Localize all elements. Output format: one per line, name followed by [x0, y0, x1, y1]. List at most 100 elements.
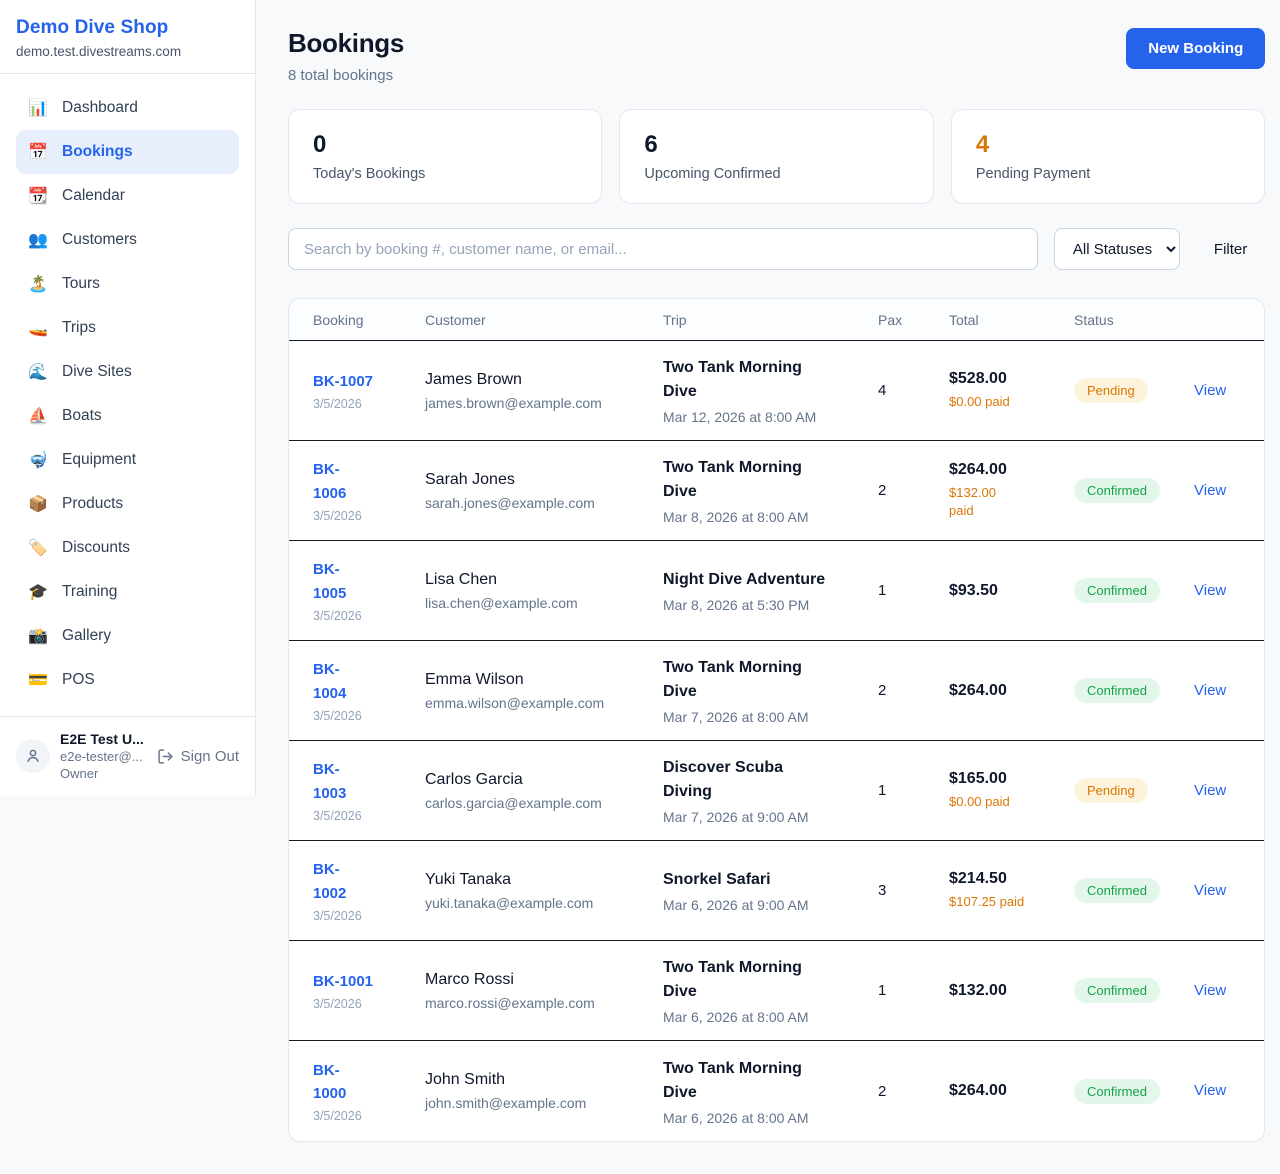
stat-value: 0 — [313, 131, 327, 158]
sidebar-item-trips[interactable]: 🚤 Trips — [16, 306, 239, 350]
tag-icon: 🏷️ — [28, 540, 48, 557]
sidebar-item-pos[interactable]: 💳 POS — [16, 658, 239, 702]
pax-count: 3 — [878, 882, 887, 899]
sidebar-item-label: Equipment — [62, 451, 137, 468]
sidebar-item-label: Trips — [62, 319, 96, 336]
stats-cards: 0 Today's Bookings 6 Upcoming Confirmed … — [288, 109, 1266, 204]
table-row: BK- 1000 3/5/2026 John Smith john.smith@… — [289, 1041, 1264, 1141]
sidebar-item-dashboard[interactable]: 📊 Dashboard — [16, 86, 239, 130]
view-link[interactable]: View — [1194, 981, 1227, 999]
customer-email: sarah.jones@example.com — [425, 494, 595, 511]
sidebar-item-products[interactable]: 📦 Products — [16, 482, 239, 526]
total-bookings-count: 8 total bookings — [288, 67, 394, 84]
sidebar-item-label: Discounts — [62, 539, 131, 556]
logout-icon — [158, 748, 173, 764]
view-link[interactable]: View — [1194, 781, 1227, 799]
wave-icon: 🌊 — [28, 364, 48, 381]
user-name: E2E Test U... — [60, 731, 144, 747]
total-amount: $165.00 — [949, 769, 1007, 787]
total-amount: $132.00 — [949, 981, 1007, 999]
paid-amount: $132.00 paid — [949, 484, 996, 518]
tear-off-calendar-icon: 📆 — [28, 188, 48, 205]
camera-flash-icon: 📸 — [28, 628, 48, 645]
column-header-total: Total — [949, 311, 979, 328]
page-title: Bookings — [288, 28, 405, 58]
booking-id-link[interactable]: BK- 1003 — [313, 761, 347, 802]
booking-id-link[interactable]: BK- 1006 — [313, 461, 347, 502]
pax-count: 1 — [878, 782, 887, 799]
column-header-trip: Trip — [663, 311, 687, 328]
table-row: BK- 1005 3/5/2026 Lisa Chen lisa.chen@ex… — [289, 541, 1265, 641]
sidebar-item-dive-sites[interactable]: 🌊 Dive Sites — [16, 350, 239, 394]
sidebar-item-tours[interactable]: 🏝️ Tours — [16, 262, 239, 306]
main-content: Bookings 8 total bookings New Booking 0 … — [256, 0, 1280, 1174]
paid-amount: $0.00 paid — [949, 793, 1010, 809]
shop-name: Demo Dive Shop — [16, 17, 169, 38]
sidebar-item-equipment[interactable]: 🤿 Equipment — [16, 438, 239, 482]
sidebar-item-bookings[interactable]: 📅 Bookings — [16, 130, 239, 174]
sidebar-item-boats[interactable]: ⛵ Boats — [16, 394, 239, 438]
user-email: e2e-tester@... — [60, 749, 143, 764]
booking-id-link[interactable]: BK- 1004 — [313, 661, 347, 702]
stat-card: 4 Pending Payment — [950, 109, 1266, 204]
trip-datetime: Mar 6, 2026 at 8:00 AM — [663, 1009, 809, 1025]
booking-id-link[interactable]: BK- 1000 — [313, 1061, 347, 1102]
customer-email: james.brown@example.com — [425, 394, 602, 411]
sidebar-footer: E2E Test U... e2e-tester@... Owner Sign … — [0, 716, 255, 795]
package-icon: 📦 — [28, 496, 48, 513]
shop-domain: demo.test.divestreams.com — [16, 44, 182, 59]
sidebar-item-training[interactable]: 🎓 Training — [16, 570, 239, 614]
sidebar-item-label: Customers — [62, 231, 137, 248]
person-icon — [27, 749, 39, 762]
customer-name: Lisa Chen — [425, 570, 498, 588]
sidebar-item-gallery[interactable]: 📸 Gallery — [16, 614, 239, 658]
booking-created-date: 3/5/2026 — [313, 397, 362, 412]
customer-name: James Brown — [425, 370, 522, 388]
customer-email: yuki.tanaka@example.com — [425, 894, 594, 911]
graduation-cap-icon: 🎓 — [28, 584, 48, 601]
stat-card: 6 Upcoming Confirmed — [619, 109, 934, 204]
trip-name: Two Tank Morning Dive — [663, 1059, 802, 1101]
sidebar-item-label: POS — [62, 671, 95, 688]
people-icon: 👥 — [28, 232, 48, 249]
sidebar-item-calendar[interactable]: 📆 Calendar — [16, 174, 239, 218]
status-filter-select[interactable]: All Statuses — [1053, 228, 1180, 270]
customer-name: John Smith — [425, 1071, 506, 1088]
customer-name: Carlos Garcia — [425, 770, 523, 788]
sailboat-icon: ⛵ — [28, 408, 48, 425]
view-link[interactable]: View — [1194, 581, 1227, 599]
booking-id-link[interactable]: BK- 1002 — [313, 861, 347, 902]
stat-value: 6 — [644, 131, 658, 158]
column-header-customer: Customer — [425, 311, 486, 328]
total-amount: $264.00 — [949, 681, 1007, 699]
customer-email: lisa.chen@example.com — [425, 594, 578, 611]
view-link[interactable]: View — [1194, 881, 1227, 899]
sidebar-item-discounts[interactable]: 🏷️ Discounts — [16, 526, 239, 570]
booking-id-link[interactable]: BK-1007 — [313, 372, 374, 390]
stat-label: Today's Bookings — [313, 166, 426, 182]
table-row: BK- 1004 3/5/2026 Emma Wilson emma.wilso… — [289, 641, 1265, 741]
view-link[interactable]: View — [1194, 481, 1227, 499]
new-booking-button[interactable]: New Booking — [1126, 28, 1266, 69]
customer-email: john.smith@example.com — [425, 1095, 587, 1111]
trip-name: Night Dive Adventure — [663, 571, 826, 588]
sidebar-nav: 📊 Dashboard 📅 Bookings 📆 Calendar 👥 Cust… — [0, 74, 255, 716]
sidebar-item-label: Calendar — [62, 187, 125, 204]
booking-id-link[interactable]: BK-1001 — [313, 972, 374, 990]
view-link[interactable]: View — [1194, 681, 1227, 699]
total-amount: $528.00 — [949, 369, 1007, 387]
sidebar-item-customers[interactable]: 👥 Customers — [16, 218, 239, 262]
sign-out-button[interactable]: Sign Out — [157, 748, 239, 765]
search-input[interactable] — [288, 228, 1038, 270]
sidebar-item-label: Gallery — [62, 627, 112, 644]
customer-name: Sarah Jones — [425, 470, 515, 488]
trip-name: Two Tank Morning Dive — [663, 659, 802, 700]
diving-mask-icon: 🤿 — [28, 452, 48, 469]
status-badge: Confirmed — [1074, 1078, 1160, 1104]
booking-id-link[interactable]: BK- 1005 — [313, 561, 347, 602]
view-link[interactable]: View — [1194, 381, 1227, 399]
customer-name: Yuki Tanaka — [425, 870, 511, 888]
filter-button[interactable]: Filter — [1213, 240, 1248, 258]
island-icon: 🏝️ — [28, 276, 48, 293]
view-link[interactable]: View — [1194, 1082, 1227, 1099]
